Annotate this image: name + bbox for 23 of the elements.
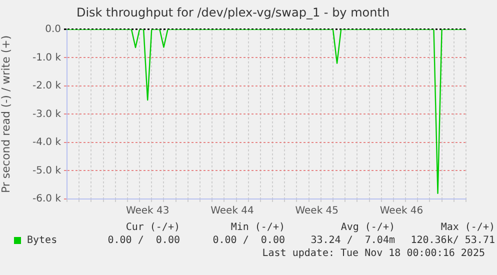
x-tick-label: Week 46: [380, 206, 424, 217]
text: 33.24 / 7.04m: [310, 235, 395, 246]
text: Max (-/+): [440, 222, 495, 233]
y-tick-label: -2.0 k: [32, 80, 62, 92]
legend-label: Bytes: [27, 235, 58, 246]
x-tick-label: Week 45: [295, 206, 339, 217]
chart-title: Disk throughput for /dev/plex-vg/swap_1 - by month: [76, 5, 390, 20]
y-tick-label: -4.0 k: [32, 137, 62, 148]
y-tick-label: -1.0 k: [32, 52, 62, 64]
x-tick-label: Week 44: [210, 206, 254, 217]
x-tick-label: Week 43: [126, 206, 170, 217]
y-tick-label: 0.0: [45, 24, 61, 35]
text: 120.36k/ 53.71: [410, 235, 495, 246]
text: Cur (-/+): [124, 222, 180, 233]
y-tick-label: -3.0 k: [32, 108, 62, 120]
y-tick-label: -5.0 k: [32, 165, 62, 176]
text: Avg (-/+): [340, 222, 395, 233]
text: Last update: Tue Nov 18 00:00:16 2025: [261, 248, 485, 259]
text: Min (-/+): [230, 222, 285, 233]
y-axis-title: Pr second read (-) / write (+): [0, 35, 12, 194]
y-tick-label: -6.0 k: [32, 194, 62, 205]
text: 0.00 / 0.00: [212, 235, 285, 246]
text: 0.00 / 0.00: [106, 235, 180, 246]
